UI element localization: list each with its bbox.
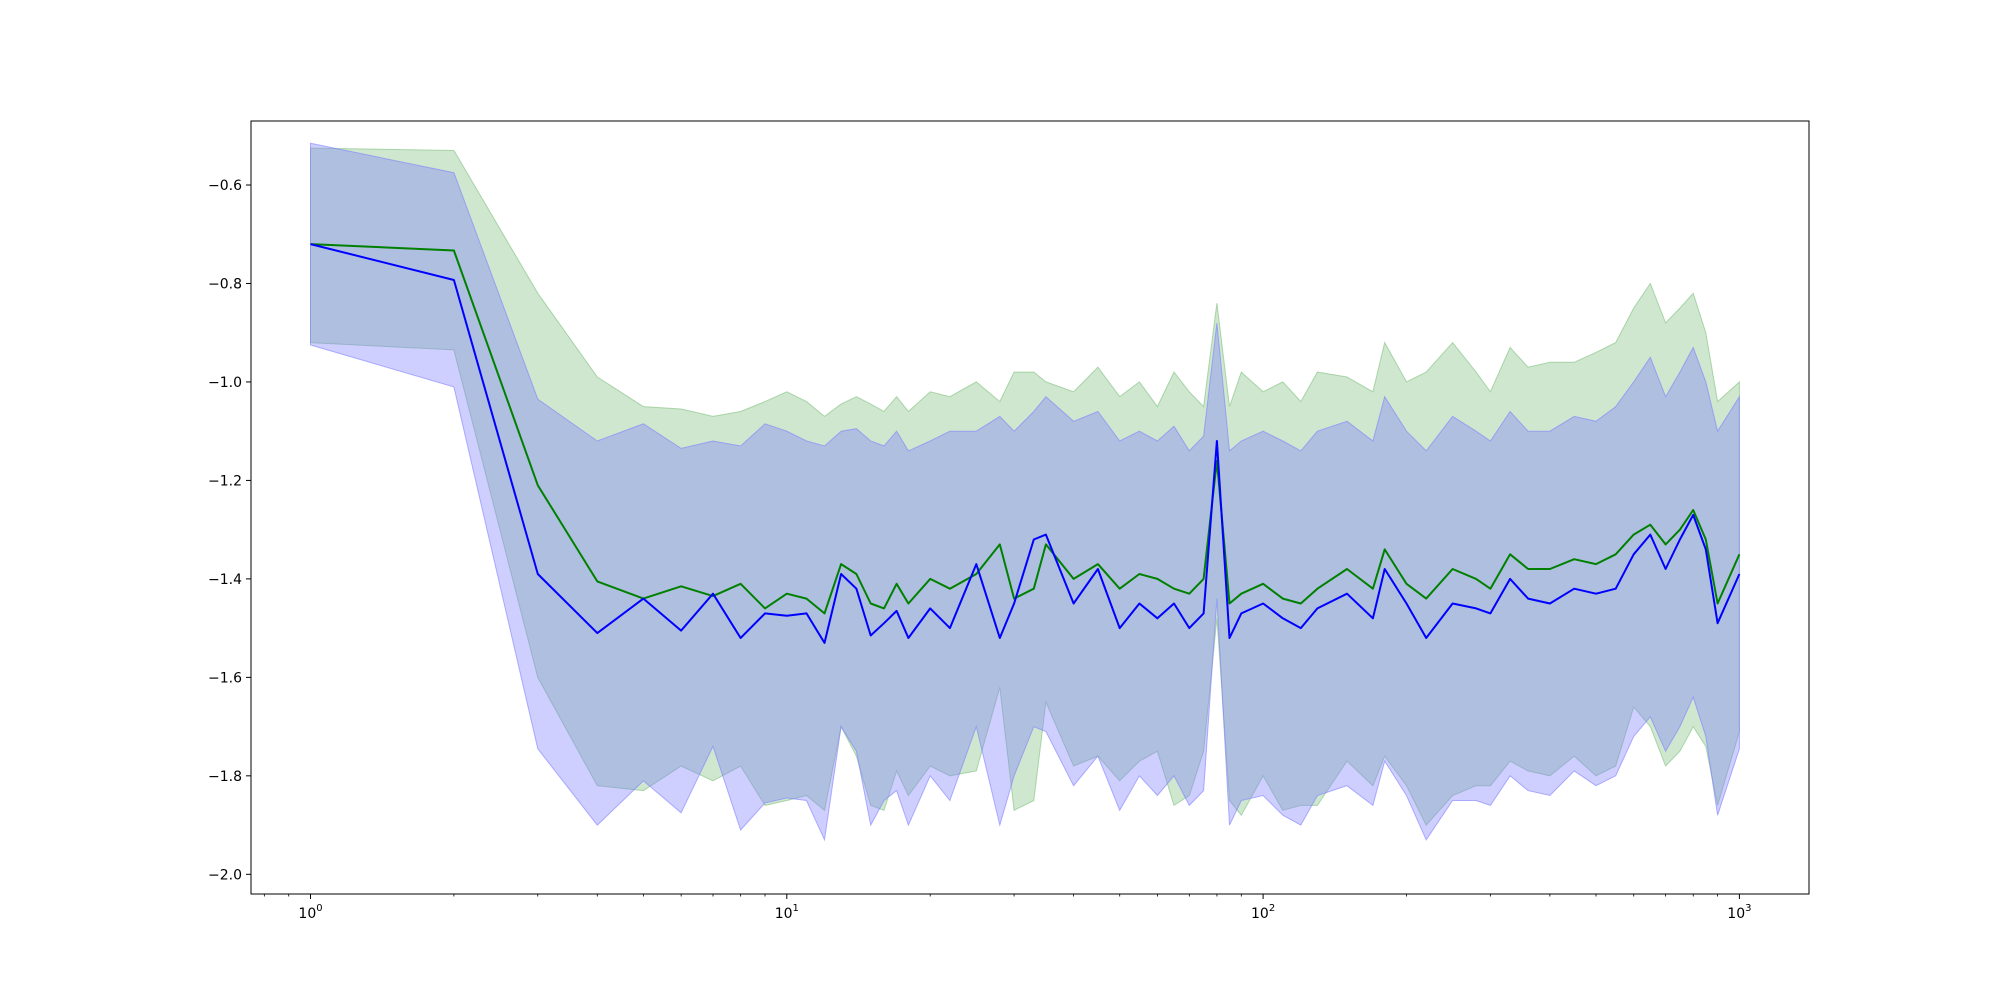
x-tick-label: 100 [298,903,322,922]
x-tick-label: 102 [1251,903,1275,922]
y-tick-label: −0.6 [208,178,242,194]
x-axis: 100 101 102 103 [263,894,1752,922]
confidence-bands [310,142,1740,842]
y-tick-label: −1.2 [208,473,242,489]
x-tick-label: 103 [1727,903,1751,922]
y-tick-label: −2.0 [208,867,242,883]
y-tick-label: −1.8 [208,769,242,785]
y-tick-label: −1.4 [208,572,242,588]
series-lines [310,243,1741,644]
y-tick-label: −0.8 [208,276,242,292]
series-line-1 [310,243,1741,615]
x-tick-label: 101 [775,903,799,922]
confidence-band-2 [310,142,1740,842]
y-axis: −0.6 −0.8 −1.0 −1.2 −1.4 −1.6 −1.8 −2.0 [208,178,251,883]
plot-frame [250,120,1810,895]
y-tick-label: −1.0 [208,375,242,391]
y-tick-label: −1.6 [208,670,242,686]
series-line-2 [310,243,1741,644]
